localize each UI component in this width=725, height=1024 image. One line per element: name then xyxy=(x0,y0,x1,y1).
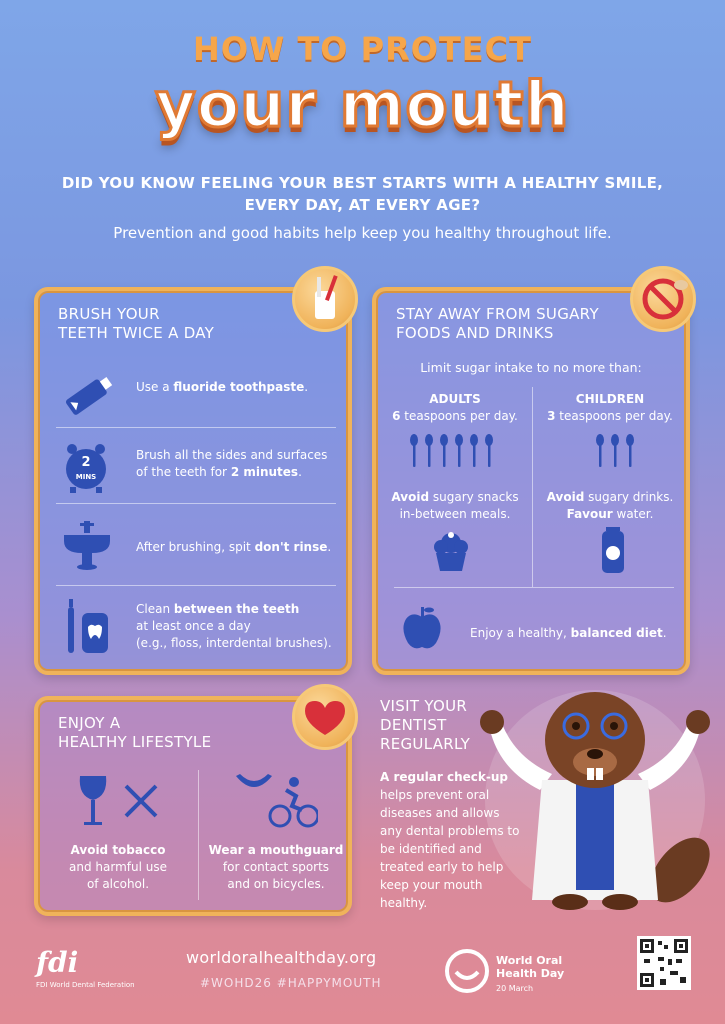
divider xyxy=(56,427,336,428)
spoons-6-icon xyxy=(410,434,493,467)
diet-row: Enjoy a healthy, balanced diet. xyxy=(470,626,667,640)
adults-block: ADULTS 6 teaspoons per day. xyxy=(392,392,518,423)
no-candy-badge xyxy=(630,266,696,332)
snacks-block: Avoid sugary snacks in-between meals. xyxy=(391,490,519,521)
divider xyxy=(56,503,336,504)
wohd-logo: World Oral Health Day 20 March xyxy=(444,948,564,998)
clock-icon xyxy=(66,444,106,493)
sugar-title: STAY AWAY FROM SUGARY FOODS AND DRINKS xyxy=(396,305,599,342)
qr-code-icon xyxy=(640,939,688,987)
apple-icon xyxy=(403,607,441,649)
brush-row-3: After brushing, spit don't rinse. xyxy=(136,540,332,554)
subtitle: Prevention and good habits help keep you… xyxy=(113,224,612,242)
fdi-logo: fdi FDI World Dental Federation xyxy=(36,946,135,989)
divider xyxy=(532,387,533,587)
brush-row-4: Clean between the teeth at least once a … xyxy=(136,602,332,650)
lifestyle-title: ENJOY A HEALTHY LIFESTYLE xyxy=(58,714,212,751)
heart-badge xyxy=(292,684,358,750)
spoons-3-icon xyxy=(596,434,634,467)
brush-row-2: Brush all the sides and surfaces of the … xyxy=(136,448,328,479)
drinks-block: Avoid sugary drinks. Favour water. xyxy=(546,490,674,521)
no-alcohol-tobacco-icon xyxy=(79,776,158,825)
toothbrush-cup-badge xyxy=(292,266,358,332)
footer-url-link[interactable]: worldoralhealthday.org xyxy=(186,948,377,967)
title-top: HOW TO PROTECT xyxy=(193,30,532,68)
wohd-smile-icon xyxy=(445,949,489,993)
visit-text: A regular check-up helps prevent oral di… xyxy=(380,770,520,910)
tobacco-text: Avoid tobacco and harmful use of alcohol… xyxy=(69,843,167,891)
children-block: CHILDREN 3 teaspoons per day. xyxy=(547,392,673,423)
sugar-limit: Limit sugar intake to no more than: xyxy=(420,360,642,375)
floss-icon xyxy=(68,599,108,653)
sink-icon xyxy=(64,521,110,570)
soda-can-icon xyxy=(602,527,624,573)
toothpaste-icon xyxy=(65,376,113,415)
question-line-1: DID YOU KNOW FEELING YOUR BEST STARTS WI… xyxy=(61,174,664,192)
visit-title: VISIT YOUR DENTIST REGULARLY xyxy=(380,697,471,753)
beaver-dentist-mascot xyxy=(480,690,710,910)
cupcake-icon xyxy=(434,532,468,571)
qr-code[interactable] xyxy=(637,936,691,990)
divider xyxy=(56,585,336,586)
divider xyxy=(198,770,199,900)
clock-label: 2 MINS xyxy=(75,455,97,481)
heart-icon xyxy=(305,701,345,735)
question-line-2: EVERY DAY, AT EVERY AGE? xyxy=(244,196,481,214)
no-candy-icon xyxy=(642,278,688,320)
divider xyxy=(394,587,674,588)
sugar-card: STAY AWAY FROM SUGARY FOODS AND DRINKS L… xyxy=(372,287,690,675)
toothbrush-cup-icon xyxy=(315,275,338,319)
mouthguard-text: Wear a mouthguard for contact sports and… xyxy=(208,843,344,891)
brush-row-1: Use a fluoride toothpaste. xyxy=(136,380,309,394)
footer-hashtags: #WOHD26 #HAPPYMOUTH xyxy=(200,976,382,990)
title-main: your mouth xyxy=(154,67,570,143)
brush-card: BRUSH YOUR TEETH TWICE A DAY Use a fluor… xyxy=(34,287,352,675)
mouthguard-bike-icon xyxy=(236,774,318,828)
brush-title: BRUSH YOUR TEETH TWICE A DAY xyxy=(58,305,215,342)
